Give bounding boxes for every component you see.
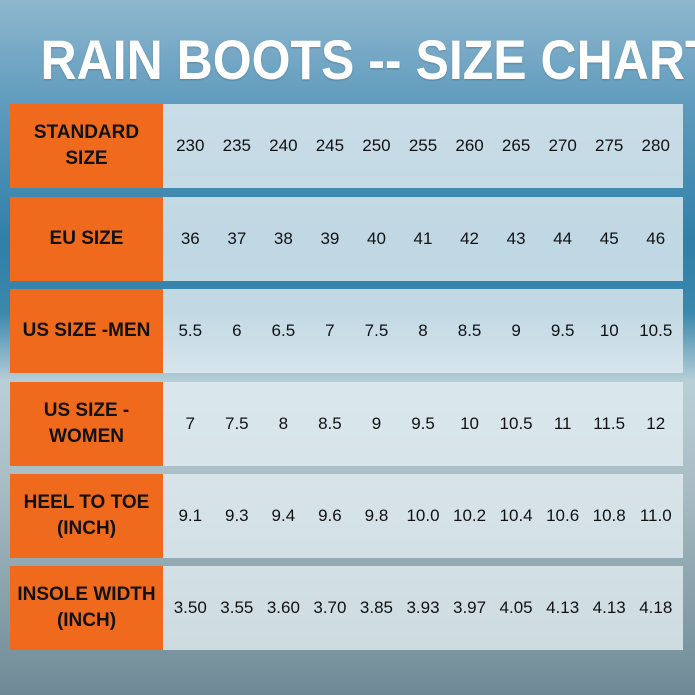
row-values: 230 235 240 245 250 255 260 265 270 275 280: [163, 104, 683, 188]
table-cell: 8.5: [457, 321, 482, 340]
table-cell: 10.6: [546, 506, 580, 525]
table-cell: 9.3: [225, 506, 249, 525]
row-label: STANDARD SIZE: [10, 104, 163, 188]
row-label: INSOLE WIDTH (INCH): [10, 566, 163, 650]
table-cell: 230: [176, 136, 205, 155]
table-cell: 40: [367, 229, 386, 248]
table-row: EU SIZE 36 37 38 39 40 41 42 43 44 45 46: [10, 197, 683, 281]
table-cell: 38: [273, 229, 293, 248]
table-cell: 270: [548, 136, 577, 155]
table-cell: 235: [222, 136, 251, 155]
table-cell: 10: [460, 414, 480, 433]
table-cell: 39: [320, 229, 340, 248]
table-cell: 10.5: [499, 414, 533, 433]
row-values: 9.1 9.3 9.4 9.6 9.8 10.0 10.2 10.4 10.6 10.8 11.0: [163, 474, 683, 558]
row-label: EU SIZE: [10, 197, 163, 281]
table-cell: 10: [599, 321, 619, 340]
table-cell: 3.93: [406, 598, 440, 617]
table-cell: 265: [501, 136, 531, 155]
table-cell: 245: [315, 136, 345, 155]
table-cell: 7.5: [364, 321, 389, 340]
table-row: US SIZE -MEN 5.5 6 6.5 7 7.5 8 8.5 9 9.5 10 10.5: [10, 289, 683, 373]
table-cell: 43: [506, 229, 526, 248]
table-cell: 260: [455, 136, 484, 155]
table-cell: 7.5: [225, 414, 249, 433]
table-cell: 44: [553, 229, 573, 248]
table-cell: 36: [180, 229, 200, 248]
row-values: 7 7.5 8 8.5 9 9.5 10 10.5 11 11.5 12: [163, 382, 683, 466]
row-values: 5.5 6 6.5 7 7.5 8 8.5 9 9.5 10 10.5: [163, 289, 683, 373]
table-cell: 46: [646, 229, 666, 248]
title-container: RAIN BOOTS -- SIZE CHART: [0, 28, 695, 92]
table-cell: 5.5: [178, 321, 203, 340]
table-cell: 11.5: [593, 414, 626, 433]
table-cell: 4.18: [639, 598, 673, 617]
table-cell: 42: [460, 229, 480, 248]
table-cell: 7: [325, 321, 335, 340]
table-cell: 4.13: [546, 598, 580, 617]
table-cell: 3.97: [453, 598, 487, 617]
row-values: 3.50 3.55 3.60 3.70 3.85 3.93 3.97 4.05 4.13 4.13…: [163, 566, 683, 650]
table-cell: 3.50: [173, 598, 207, 617]
table-cell: 11.0: [639, 506, 672, 525]
table-cell: 6: [232, 321, 242, 340]
table-cell: 9: [511, 321, 521, 340]
row-label: US SIZE -WOMEN: [10, 382, 163, 466]
table-cell: 3.55: [220, 598, 254, 617]
table-cell: 41: [413, 229, 433, 248]
table-cell: 7: [185, 414, 195, 433]
table-row: STANDARD SIZE 230 235 240 245 250 255 260 265 270…: [10, 104, 683, 188]
table-cell: 9.5: [411, 414, 435, 433]
chart-title: RAIN BOOTS -- SIZE CHART: [40, 28, 695, 91]
table-cell: 9.6: [318, 506, 342, 525]
table-cell: 10.8: [592, 506, 626, 525]
table-cell: 280: [641, 136, 670, 155]
table-cell: 12: [646, 414, 666, 433]
table-cell: 9.5: [550, 321, 575, 340]
row-values: 36 37 38 39 40 41 42 43 44 45 46: [163, 197, 683, 281]
table-cell: 8.5: [318, 414, 342, 433]
table-cell: 8: [278, 414, 289, 433]
table-cell: 6.5: [271, 321, 296, 340]
table-cell: 3.60: [266, 598, 300, 617]
table-row: US SIZE -WOMEN 7 7.5 8 8.5 9 9.5 10 10.5 11 11.5 12: [10, 382, 683, 466]
table-cell: 11: [553, 414, 572, 433]
table-cell: 4.05: [499, 598, 533, 617]
row-label: US SIZE -MEN: [10, 289, 163, 373]
table-cell: 255: [408, 136, 438, 155]
table-cell: 3.70: [313, 598, 347, 617]
table-cell: 10.4: [499, 506, 533, 525]
table-cell: 9.8: [364, 506, 389, 525]
table-cell: 10.2: [453, 506, 487, 525]
table-row: HEEL TO TOE (INCH) 9.1 9.3 9.4 9.6 9.8 10.0 10.…: [10, 474, 683, 558]
table-cell: 10.0: [406, 506, 440, 525]
table-cell: 8: [418, 321, 428, 340]
table-cell: 10.5: [639, 321, 673, 340]
row-label: HEEL TO TOE (INCH): [10, 474, 163, 558]
table-cell: 9.1: [178, 506, 203, 525]
table-cell: 240: [269, 136, 298, 155]
table-cell: 3.85: [359, 598, 393, 617]
table-row: INSOLE WIDTH (INCH) 3.50 3.55 3.60 3.70 3.85 3…: [10, 566, 683, 650]
table-cell: 45: [599, 229, 619, 248]
table-cell: 9: [371, 414, 382, 433]
table-cell: 9.4: [271, 506, 296, 525]
table-cell: 37: [227, 229, 247, 248]
table-cell: 250: [362, 136, 391, 155]
table-cell: 275: [595, 136, 624, 155]
table-cell: 4.13: [592, 598, 626, 617]
